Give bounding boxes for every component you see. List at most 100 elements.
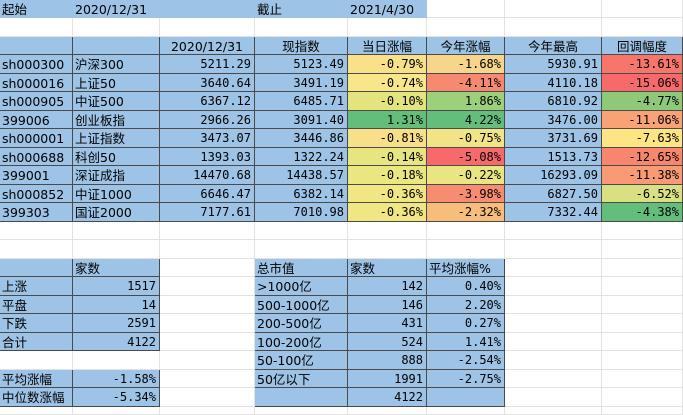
empty-cell[interactable] — [505, 296, 602, 314]
index-code[interactable]: sh000001 — [0, 129, 73, 148]
empty-cell[interactable] — [160, 18, 255, 37]
index-code[interactable]: sh000016 — [0, 74, 73, 92]
index-base[interactable]: 2966.26 — [160, 111, 255, 129]
index-base[interactable]: 6646.47 — [160, 185, 255, 203]
empty-cell[interactable] — [602, 0, 683, 18]
index-name[interactable]: 上证50 — [73, 74, 160, 92]
index-ytd-change[interactable]: -2.32% — [427, 203, 505, 222]
empty-cell[interactable] — [348, 222, 427, 240]
index-drawdown[interactable]: -15.06% — [602, 74, 683, 92]
index-ytd-change[interactable]: -0.22% — [427, 166, 505, 185]
index-current[interactable]: 5123.49 — [255, 55, 348, 74]
empty-cell[interactable] — [505, 277, 602, 296]
breadth-value[interactable]: 1517 — [73, 277, 160, 296]
cap-bucket[interactable]: 500-1000亿 — [255, 296, 348, 314]
index-daily-change[interactable]: -0.36% — [348, 203, 427, 222]
empty-cell[interactable] — [505, 240, 602, 259]
index-current[interactable]: 6382.14 — [255, 185, 348, 203]
empty-cell[interactable] — [602, 18, 683, 37]
header-blank[interactable] — [0, 37, 73, 55]
header-base-date[interactable]: 2020/12/31 — [160, 37, 255, 55]
index-daily-change[interactable]: -0.14% — [348, 148, 427, 166]
index-daily-change[interactable]: -0.81% — [348, 129, 427, 148]
breadth-value[interactable]: 14 — [73, 296, 160, 314]
index-ytd-high[interactable]: 3731.69 — [505, 129, 602, 148]
index-base[interactable]: 6367.12 — [160, 92, 255, 111]
empty-cell[interactable] — [0, 407, 73, 415]
index-name[interactable]: 中证1000 — [73, 185, 160, 203]
cap-count[interactable]: 146 — [348, 296, 427, 314]
index-code[interactable]: sh000852 — [0, 185, 73, 203]
index-daily-change[interactable]: -0.36% — [348, 185, 427, 203]
empty-cell[interactable] — [505, 0, 602, 18]
breadth-label[interactable]: 下跌 — [0, 314, 73, 333]
cap-count[interactable]: 431 — [348, 314, 427, 333]
empty-cell[interactable] — [602, 259, 683, 277]
index-ytd-high[interactable]: 4110.18 — [505, 74, 602, 92]
start-date[interactable]: 2020/12/31 — [73, 0, 160, 18]
empty-cell[interactable] — [348, 407, 427, 415]
index-base[interactable]: 3640.64 — [160, 74, 255, 92]
index-code[interactable]: 399001 — [0, 166, 73, 185]
empty-cell[interactable] — [0, 351, 73, 370]
cap-total-blank[interactable] — [255, 388, 348, 407]
empty-cell[interactable] — [255, 407, 348, 415]
empty-cell[interactable] — [427, 407, 505, 415]
index-name[interactable]: 沪深300 — [73, 55, 160, 74]
cap-count[interactable]: 524 — [348, 333, 427, 351]
cap-header-bucket[interactable]: 总市值 — [255, 259, 348, 277]
avg-change-label[interactable]: 平均涨幅 — [0, 370, 73, 388]
blank-cell[interactable] — [160, 0, 255, 18]
index-base[interactable]: 3473.07 — [160, 129, 255, 148]
index-name[interactable]: 科创50 — [73, 148, 160, 166]
cap-avg-change[interactable]: -2.75% — [427, 370, 505, 388]
empty-cell[interactable] — [0, 240, 73, 259]
empty-cell[interactable] — [602, 370, 683, 388]
cap-bucket[interactable]: 200-500亿 — [255, 314, 348, 333]
index-ytd-high[interactable]: 1513.73 — [505, 148, 602, 166]
header-current[interactable]: 现指数 — [255, 37, 348, 55]
header-ytd-change[interactable]: 今年涨幅 — [427, 37, 505, 55]
empty-cell[interactable] — [505, 259, 602, 277]
cap-bucket[interactable]: 50-100亿 — [255, 351, 348, 370]
breadth-label[interactable]: 平盘 — [0, 296, 73, 314]
index-daily-change[interactable]: -0.79% — [348, 55, 427, 74]
cap-total-blank[interactable] — [427, 388, 505, 407]
index-name[interactable]: 国证2000 — [73, 203, 160, 222]
index-ytd-high[interactable]: 16293.09 — [505, 166, 602, 185]
cap-bucket[interactable]: 100-200亿 — [255, 333, 348, 351]
header-ytd-high[interactable]: 今年最高 — [505, 37, 602, 55]
cap-count[interactable]: 142 — [348, 277, 427, 296]
breadth-label[interactable]: 合计 — [0, 333, 73, 351]
breadth-label[interactable]: 上涨 — [0, 277, 73, 296]
index-ytd-high[interactable]: 7332.44 — [505, 203, 602, 222]
empty-cell[interactable] — [160, 240, 255, 259]
empty-cell[interactable] — [427, 222, 505, 240]
empty-cell[interactable] — [255, 240, 348, 259]
cap-avg-change[interactable]: -2.54% — [427, 351, 505, 370]
index-ytd-high[interactable]: 5930.91 — [505, 55, 602, 74]
empty-cell[interactable] — [602, 240, 683, 259]
index-ytd-change[interactable]: -4.11% — [427, 74, 505, 92]
index-current[interactable]: 7010.98 — [255, 203, 348, 222]
empty-cell[interactable] — [160, 388, 255, 407]
median-change-label[interactable]: 中位数涨幅 — [0, 388, 73, 407]
empty-cell[interactable] — [602, 333, 683, 351]
header-drawdown[interactable]: 回调幅度 — [602, 37, 683, 55]
index-code[interactable]: sh000905 — [0, 92, 73, 111]
empty-cell[interactable] — [505, 370, 602, 388]
empty-cell[interactable] — [160, 277, 255, 296]
index-daily-change[interactable]: -0.74% — [348, 74, 427, 92]
cap-count[interactable]: 888 — [348, 351, 427, 370]
cap-avg-change[interactable]: 0.27% — [427, 314, 505, 333]
index-base[interactable]: 7177.61 — [160, 203, 255, 222]
index-current[interactable]: 6485.71 — [255, 92, 348, 111]
empty-cell[interactable] — [602, 296, 683, 314]
empty-cell[interactable] — [73, 222, 160, 240]
empty-cell[interactable] — [505, 388, 602, 407]
index-name[interactable]: 中证500 — [73, 92, 160, 111]
empty-cell[interactable] — [602, 277, 683, 296]
cap-total[interactable]: 4122 — [348, 388, 427, 407]
empty-cell[interactable] — [602, 351, 683, 370]
index-drawdown[interactable]: -13.61% — [602, 55, 683, 74]
